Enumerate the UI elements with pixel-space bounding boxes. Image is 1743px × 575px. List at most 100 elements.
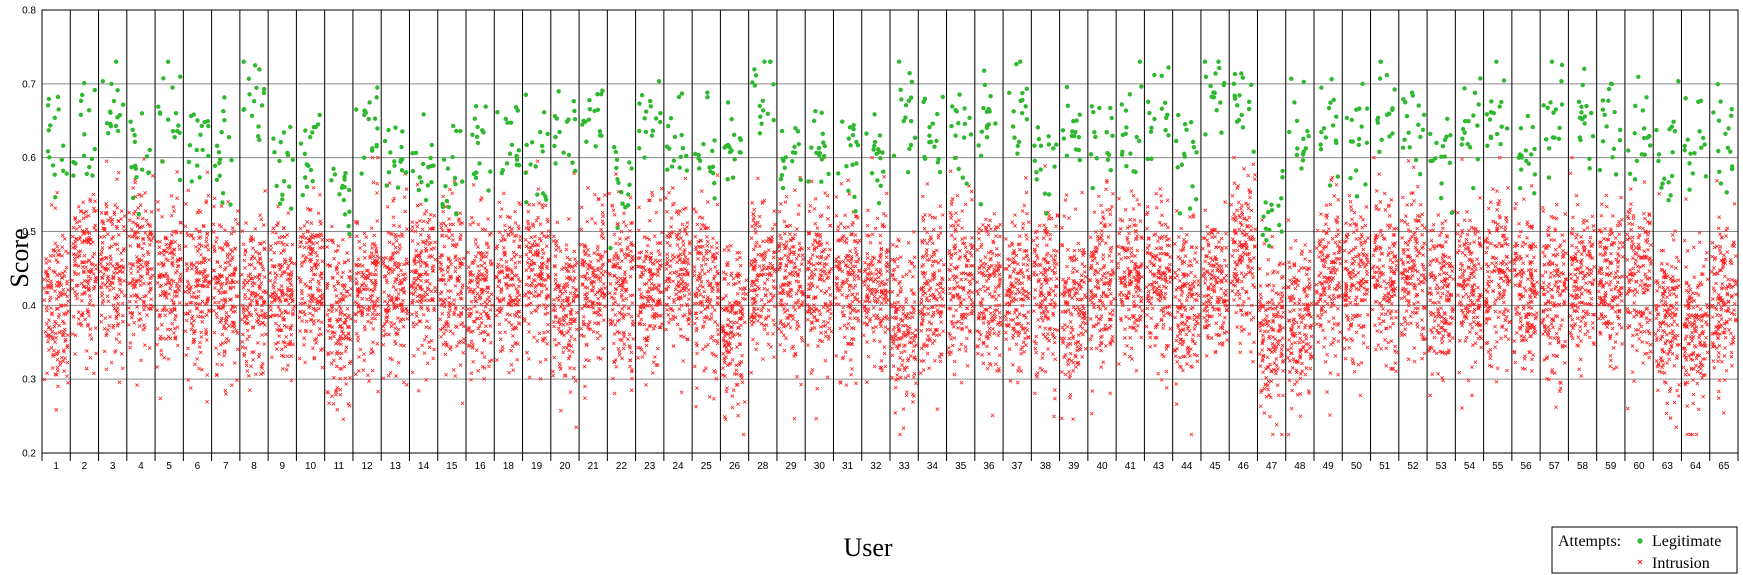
intrusion-point [645, 327, 649, 332]
intrusion-point [172, 306, 177, 311]
intrusion-point [184, 353, 189, 358]
intrusion-point [121, 224, 126, 229]
intrusion-point [110, 222, 115, 227]
intrusion-point [414, 221, 419, 225]
intrusion-point [813, 221, 818, 226]
intrusion-point [164, 308, 169, 313]
intrusion-point [147, 243, 152, 247]
intrusion-point [833, 296, 838, 300]
intrusion-point [282, 323, 287, 328]
intrusion-point [134, 299, 138, 304]
intrusion-point [393, 245, 398, 250]
intrusion-point [533, 289, 538, 294]
intrusion-point [658, 258, 663, 263]
intrusion-point [256, 340, 260, 345]
intrusion-point [394, 238, 399, 243]
intrusion-point [284, 367, 289, 372]
intrusion-point [231, 322, 236, 326]
intrusion-point [699, 310, 704, 315]
intrusion-point [329, 351, 334, 355]
intrusion-point [539, 289, 544, 294]
intrusion-point [778, 343, 783, 347]
intrusion-point [314, 296, 319, 301]
intrusion-point [826, 275, 831, 280]
intrusion-point [637, 205, 641, 210]
intrusion-point [470, 261, 475, 266]
intrusion-point [871, 279, 876, 284]
intrusion-point [108, 254, 113, 259]
intrusion-point [574, 327, 579, 332]
intrusion-point [595, 330, 600, 335]
intrusion-point [143, 191, 147, 195]
intrusion-point [420, 227, 425, 232]
intrusion-point [476, 245, 480, 249]
intrusion-point [301, 254, 305, 258]
intrusion-point [59, 283, 64, 288]
intrusion-point [114, 266, 119, 271]
intrusion-point [171, 300, 176, 305]
intrusion-point [183, 329, 188, 334]
intrusion-point [421, 312, 426, 317]
intrusion-point [433, 257, 438, 262]
intrusion-point [848, 311, 853, 316]
intrusion-point [423, 298, 428, 303]
intrusion-points-user-6 [183, 170, 212, 404]
intrusion-point [301, 232, 306, 237]
intrusion-point [644, 383, 648, 387]
intrusion-point [165, 276, 170, 281]
intrusion-point [194, 270, 199, 275]
intrusion-point [115, 306, 120, 310]
intrusion-point [565, 322, 570, 326]
intrusion-point [134, 236, 139, 240]
intrusion-point [277, 334, 282, 339]
intrusion-point [461, 340, 466, 345]
intrusion-point [721, 351, 726, 356]
intrusion-point [215, 235, 219, 240]
intrusion-point [185, 230, 190, 235]
intrusion-point [600, 203, 605, 207]
intrusion-point [49, 285, 54, 290]
intrusion-point [120, 301, 125, 306]
intrusion-point [849, 261, 853, 266]
intrusion-point [904, 390, 909, 395]
intrusion-point [243, 252, 247, 257]
intrusion-point [276, 240, 281, 245]
intrusion-point [475, 291, 480, 296]
intrusion-point [297, 275, 301, 280]
intrusion-point [600, 219, 605, 224]
intrusion-point [128, 243, 133, 248]
intrusion-point [698, 271, 702, 276]
intrusion-point [260, 264, 265, 269]
intrusion-point [613, 291, 617, 296]
intrusion-point [749, 259, 754, 263]
intrusion-point [607, 191, 612, 196]
intrusion-point [564, 299, 568, 303]
intrusion-point [439, 334, 443, 339]
intrusion-point [459, 289, 463, 294]
intrusion-point [277, 324, 281, 328]
intrusion-point [686, 257, 690, 262]
intrusion-point [73, 333, 78, 338]
intrusion-point [853, 381, 858, 386]
intrusion-point [117, 265, 121, 270]
intrusion-point [614, 364, 619, 369]
intrusion-point [228, 280, 233, 285]
intrusion-point [429, 247, 433, 252]
intrusion-point [286, 363, 290, 368]
intrusion-point [319, 332, 324, 337]
intrusion-point [174, 231, 179, 235]
intrusion-point [731, 388, 736, 393]
intrusion-point [650, 193, 655, 198]
intrusion-point [56, 384, 60, 389]
intrusion-point [371, 254, 376, 259]
intrusion-point [245, 337, 250, 342]
intrusion-point [703, 344, 708, 349]
intrusion-point [116, 170, 121, 175]
intrusion-point [142, 323, 146, 328]
intrusion-point [433, 240, 437, 245]
intrusion-point [319, 320, 324, 325]
intrusion-point [49, 346, 54, 350]
intrusion-point [325, 245, 329, 249]
intrusion-point [158, 396, 163, 401]
intrusion-point [480, 351, 485, 355]
